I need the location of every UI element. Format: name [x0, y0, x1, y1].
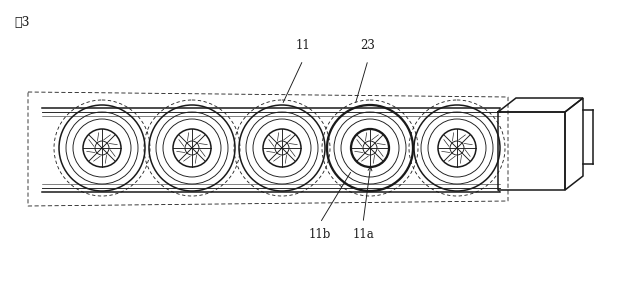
- Text: 図3: 図3: [14, 16, 29, 29]
- Text: 23: 23: [361, 39, 376, 52]
- Text: 11b: 11b: [309, 228, 331, 241]
- Text: 11a: 11a: [352, 228, 374, 241]
- Text: 11: 11: [295, 39, 310, 52]
